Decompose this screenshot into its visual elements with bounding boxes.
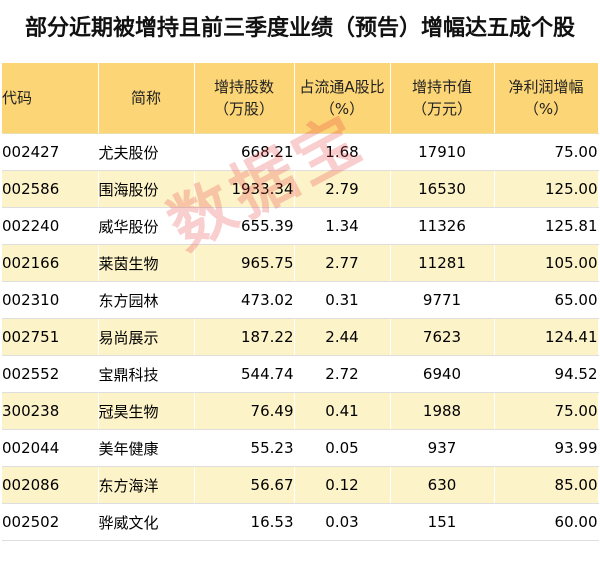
- cell-name: 莱茵生物: [98, 244, 195, 282]
- cell-ratio: 0.41: [294, 392, 391, 430]
- table-row: 002240 威华股份 655.39 1.34 11326 125.81: [2, 207, 599, 245]
- cell-shares: 187.22: [194, 318, 295, 356]
- cell-name: 尤夫股份: [98, 133, 195, 171]
- cell-name: 易尚展示: [98, 318, 195, 356]
- header-code: 代码: [2, 63, 99, 134]
- cell-shares: 473.02: [194, 281, 295, 319]
- cell-shares: 655.39: [194, 207, 295, 245]
- table-header-row: 代码 简称 增持股数 （万股） 占流通A股比 （%） 增持市值 （万元） 净利润…: [2, 63, 599, 134]
- cell-code: 300238: [2, 392, 99, 430]
- cell-growth: 60.00: [494, 503, 599, 541]
- cell-name: 骅威文化: [98, 503, 195, 541]
- cell-shares: 668.21: [194, 133, 295, 171]
- header-value-unit: （万元）: [411, 100, 472, 118]
- cell-value: 7623: [390, 318, 495, 356]
- table-row: 002427 尤夫股份 668.21 1.68 17910 75.00: [2, 133, 599, 171]
- header-growth: 净利润增幅 （%）: [494, 63, 599, 134]
- table-row: 002586 围海股份 1933.34 2.79 16530 125.00: [2, 170, 599, 208]
- cell-value: 1988: [390, 392, 495, 430]
- cell-ratio: 0.31: [294, 281, 391, 319]
- cell-code: 002586: [2, 170, 99, 208]
- header-name: 简称: [98, 63, 195, 134]
- cell-ratio: 0.03: [294, 503, 391, 541]
- cell-ratio: 2.72: [294, 355, 391, 393]
- cell-value: 630: [390, 466, 495, 504]
- holdings-table: 代码 简称 增持股数 （万股） 占流通A股比 （%） 增持市值 （万元） 净利润…: [2, 63, 599, 541]
- cell-shares: 56.67: [194, 466, 295, 504]
- cell-name: 东方园林: [98, 281, 195, 319]
- cell-shares: 16.53: [194, 503, 295, 541]
- table-body: 002427 尤夫股份 668.21 1.68 17910 75.00 002586 围海股份…: [2, 133, 599, 541]
- table-row: 002166 莱茵生物 965.75 2.77 11281 105.00: [2, 244, 599, 282]
- cell-code: 002552: [2, 355, 99, 393]
- cell-shares: 1933.34: [194, 170, 295, 208]
- cell-code: 002166: [2, 244, 99, 282]
- cell-ratio: 0.12: [294, 466, 391, 504]
- cell-value: 16530: [390, 170, 495, 208]
- cell-code: 002240: [2, 207, 99, 245]
- cell-growth: 125.81: [494, 207, 599, 245]
- table-row: 002552 宝鼎科技 544.74 2.72 6940 94.52: [2, 355, 599, 393]
- cell-growth: 105.00: [494, 244, 599, 282]
- header-ratio-label: 占流通A股比: [299, 78, 385, 96]
- cell-shares: 544.74: [194, 355, 295, 393]
- cell-code: 002427: [2, 133, 99, 171]
- cell-code: 002502: [2, 503, 99, 541]
- cell-growth: 65.00: [494, 281, 599, 319]
- cell-growth: 94.52: [494, 355, 599, 393]
- cell-ratio: 0.05: [294, 429, 391, 467]
- header-name-label: 简称: [130, 89, 161, 107]
- cell-growth: 125.00: [494, 170, 599, 208]
- header-ratio-unit: （%）: [319, 100, 365, 118]
- cell-ratio: 2.44: [294, 318, 391, 356]
- cell-name: 宝鼎科技: [98, 355, 195, 393]
- cell-value: 6940: [390, 355, 495, 393]
- cell-growth: 75.00: [494, 392, 599, 430]
- cell-growth: 75.00: [494, 133, 599, 171]
- header-growth-unit: （%）: [523, 100, 569, 118]
- cell-shares: 965.75: [194, 244, 295, 282]
- cell-name: 威华股份: [98, 207, 195, 245]
- table-row: 002086 东方海洋 56.67 0.12 630 85.00: [2, 466, 599, 504]
- cell-growth: 85.00: [494, 466, 599, 504]
- cell-code: 002044: [2, 429, 99, 467]
- table-row: 002044 美年健康 55.23 0.05 937 93.99: [2, 429, 599, 467]
- cell-ratio: 2.79: [294, 170, 391, 208]
- cell-name: 冠昊生物: [98, 392, 195, 430]
- cell-growth: 124.41: [494, 318, 599, 356]
- header-ratio: 占流通A股比 （%）: [294, 63, 391, 134]
- cell-ratio: 2.77: [294, 244, 391, 282]
- cell-code: 002310: [2, 281, 99, 319]
- cell-code: 002086: [2, 466, 99, 504]
- cell-growth: 93.99: [494, 429, 599, 467]
- header-shares-unit: （万股）: [213, 100, 274, 118]
- header-code-label: 代码: [2, 89, 33, 107]
- table-row: 300238 冠昊生物 76.49 0.41 1988 75.00: [2, 392, 599, 430]
- cell-code: 002751: [2, 318, 99, 356]
- header-value: 增持市值 （万元）: [390, 63, 495, 134]
- cell-value: 17910: [390, 133, 495, 171]
- cell-ratio: 1.68: [294, 133, 391, 171]
- cell-name: 围海股份: [98, 170, 195, 208]
- cell-name: 美年健康: [98, 429, 195, 467]
- cell-value: 11281: [390, 244, 495, 282]
- cell-ratio: 1.34: [294, 207, 391, 245]
- header-shares: 增持股数 （万股）: [194, 63, 295, 134]
- header-shares-label: 增持股数: [213, 78, 274, 96]
- table-row: 002751 易尚展示 187.22 2.44 7623 124.41: [2, 318, 599, 356]
- cell-name: 东方海洋: [98, 466, 195, 504]
- cell-shares: 55.23: [194, 429, 295, 467]
- header-growth-label: 净利润增幅: [508, 78, 584, 96]
- cell-value: 11326: [390, 207, 495, 245]
- cell-value: 937: [390, 429, 495, 467]
- cell-value: 9771: [390, 281, 495, 319]
- cell-value: 151: [390, 503, 495, 541]
- header-value-label: 增持市值: [411, 78, 472, 96]
- table-row: 002502 骅威文化 16.53 0.03 151 60.00: [2, 503, 599, 541]
- cell-shares: 76.49: [194, 392, 295, 430]
- page-title: 部分近期被增持且前三季度业绩（预告）增幅达五成个股: [24, 16, 575, 41]
- table-row: 002310 东方园林 473.02 0.31 9771 65.00: [2, 281, 599, 319]
